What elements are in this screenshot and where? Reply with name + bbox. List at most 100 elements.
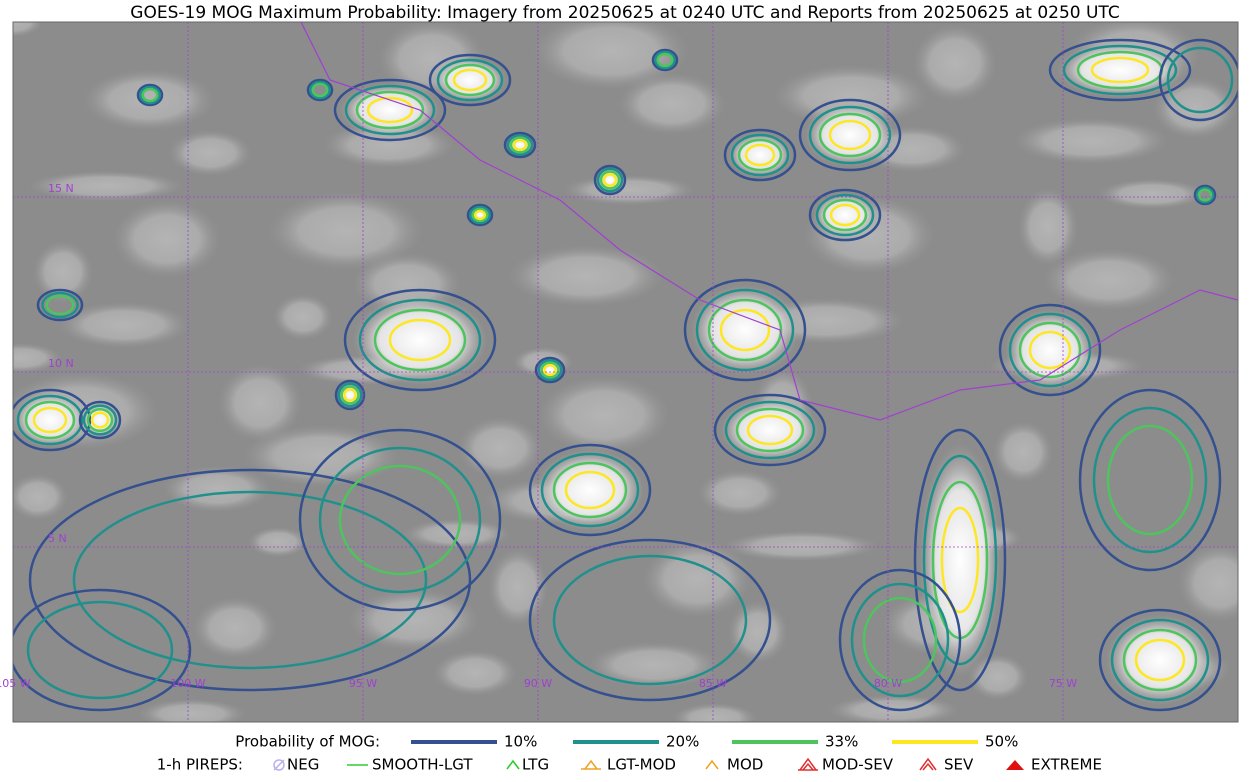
legend-icon [506,759,520,770]
cloud [352,295,488,385]
contour [452,68,488,92]
cloud-texture [1178,544,1238,622]
border [300,22,1238,421]
map [13,22,1238,722]
cloud-texture [643,540,751,618]
cloud-texture [488,548,548,626]
contour [651,48,679,72]
contour [719,308,771,352]
contour [36,288,84,322]
cloud-texture [618,73,726,135]
lon-label: 100 W [170,677,205,690]
contour [1062,44,1178,96]
contour [306,78,334,102]
contour [28,468,472,692]
legend-icon [705,759,719,770]
cloud [720,398,820,462]
contour [298,428,502,612]
contour [723,128,797,182]
contour [343,388,357,402]
legend-title: 1-h PIREPS: [157,756,243,774]
contour [428,53,512,107]
cloud-texture [1013,118,1169,164]
contour [998,303,1102,397]
contour [683,278,807,382]
cloud-texture [218,364,302,442]
contour [850,582,950,698]
cloud-texture [1098,179,1206,209]
contour [1018,321,1082,379]
contour [436,58,504,102]
contour [466,203,494,227]
contour [86,407,114,433]
cloud-texture [268,192,424,270]
contour [808,188,882,242]
cloud-texture [58,302,190,348]
cloud [805,103,895,167]
lon-label: 75 W [1049,677,1077,690]
contour [90,411,110,429]
cloud-texture [698,470,782,516]
contour [373,308,467,372]
contour [829,203,861,227]
contour [355,90,425,130]
legend-label: 33% [825,733,858,751]
contour [596,167,624,193]
legend-icon [798,757,818,771]
contour [528,538,772,702]
lat-label: 5 N [48,532,67,545]
contour [136,83,164,107]
contour [78,400,122,440]
contour [32,406,68,434]
cloud-texture [1153,77,1237,139]
cloud-texture [993,421,1053,483]
contour [1122,628,1198,692]
contour [1078,388,1222,572]
contour [1158,38,1238,122]
contour [528,443,652,537]
contour [1197,188,1213,202]
lon-label: 90 W [524,677,552,690]
contour [798,98,902,172]
cloud-texture [723,531,879,561]
contour [333,78,447,142]
map-labels: 15 N 10 N 5 N 105 W 100 W 95 W 90 W 85 W 80 W 75 … [0,182,1077,690]
cloud-texture [13,22,43,37]
cloud [919,443,1001,677]
cloud-texture [728,601,788,663]
contour [141,87,159,103]
contour [1193,184,1217,206]
legend-label: LTG [522,756,549,774]
cloud-texture [13,474,68,520]
contour [340,385,360,405]
contour [828,119,872,151]
cloud-texture [248,527,308,557]
contour [540,361,560,379]
contour [737,138,783,172]
contour [913,428,1007,692]
legend-icon [581,759,601,770]
legend-label: SMOOTH-LGT [372,756,473,774]
cloud-texture [28,171,184,201]
contour [1008,312,1092,388]
cloud-texture [138,699,246,722]
cloud-texture [13,343,62,373]
contour [744,143,776,167]
lon-label: 105 W [0,677,31,690]
cloud [691,285,799,375]
contour [815,193,875,237]
contour [338,464,462,576]
contour [1134,638,1186,682]
lat-label: 10 N [48,357,74,370]
cloud-texture [433,650,517,696]
contour [512,138,528,152]
cloud-texture [508,245,664,307]
legend-icon [273,759,285,771]
cloud-texture [33,241,93,303]
contour [552,554,748,686]
legend-label: 50% [985,733,1018,751]
contour [656,52,674,68]
legend-icon [273,759,285,771]
contour [309,80,331,100]
